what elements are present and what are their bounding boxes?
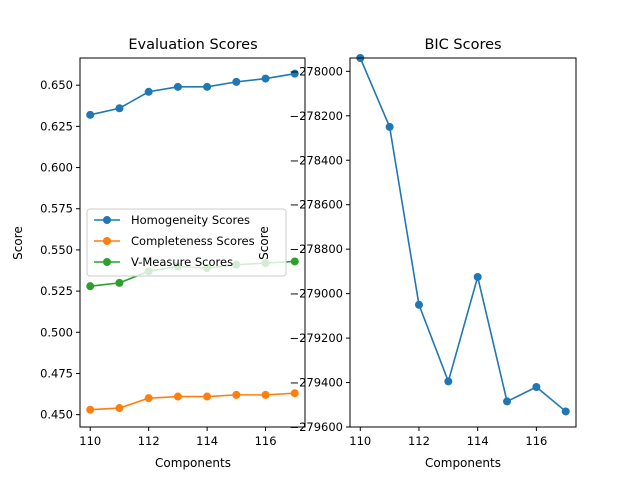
homogeneity-scores-point [86,110,95,119]
homogeneity-scores-line [90,72,295,116]
bic-scores-y-tick-label: −278200 [289,109,343,123]
completeness-scores-point [232,390,241,399]
bic-scores-y-label: Score [257,226,271,260]
completeness-scores-point [203,392,212,401]
legend-completeness-scores-label: Completeness Scores [131,234,255,248]
v-measure-scores-point [290,257,299,266]
evaluation-scores-legend: Homogeneity Scores Completeness Scores V-M… [86,208,287,277]
completeness-scores-point [173,392,182,401]
bic-scores-y-tick-label: −278400 [289,153,343,167]
bic-scores-y-tick-label: −279400 [289,376,343,390]
bic-scores-point [561,407,570,416]
completeness-scores-point [290,389,299,398]
evaluation-scores-x-tick-label: 114 [196,434,218,448]
completeness-scores-point [261,390,270,399]
bic-scores-x-tick-label: 112 [408,434,430,448]
completeness-scores-line [90,392,295,411]
bic-scores-line [359,57,567,413]
homogeneity-scores-point [173,82,182,91]
bic-scores-x-tick-label: 116 [525,434,547,448]
bic-scores-panel: BIC Scores Components Score 110 112 114 116… [257,37,577,470]
bic-scores-y-tick-label: −279000 [289,287,343,301]
evaluation-scores-panel: Evaluation Scores Components Score 110 11… [11,37,306,470]
bic-scores-y-tick-label: −278600 [289,198,343,212]
evaluation-scores-y-tick-label: 0.525 [40,284,73,298]
legend-v-measure-scores-label: V-Measure Scores [131,255,233,269]
bic-scores-x-tick-label: 110 [349,434,371,448]
evaluation-scores-y-tick-label: 0.450 [40,408,73,422]
bic-scores-point [414,300,423,309]
homogeneity-scores-point [115,104,124,113]
bic-scores-axes-frame [349,57,577,428]
evaluation-scores-y-tick-label: 0.600 [40,161,73,175]
legend-homogeneity-scores-label: Homogeneity Scores [131,213,250,227]
bic-scores-y-tick-label: −278800 [289,242,343,256]
homogeneity-scores-point [290,69,299,78]
bic-scores-title: BIC Scores [424,37,501,53]
evaluation-scores-y-tick-label: 0.475 [40,366,73,380]
completeness-scores-point [115,404,124,413]
legend-v-measure-scores-marker [103,258,111,266]
legend-frame [86,208,287,277]
homogeneity-scores-point [203,82,212,91]
evaluation-scores-x-label: Components [155,456,231,470]
completeness-scores-point [144,394,153,403]
evaluation-scores-x-tick-label: 112 [138,434,160,448]
bic-scores-x-label: Components [425,456,501,470]
homogeneity-scores-point [261,74,270,83]
homogeneity-scores-point [232,77,241,86]
completeness-scores-point [86,405,95,414]
evaluation-scores-y-tick-label: 0.550 [40,243,73,257]
bic-scores-point [385,122,394,131]
evaluation-scores-y-tick-label: 0.500 [40,325,73,339]
bic-scores-point [473,272,482,281]
evaluation-scores-y-tick-label: 0.625 [40,119,73,133]
bic-scores-point [503,397,512,406]
v-measure-scores-point [86,282,95,291]
bic-scores-x-tick-label: 114 [467,434,489,448]
bic-scores-y-tick-label: −279600 [289,420,343,434]
bic-scores-y-tick-label: −278000 [289,64,343,78]
evaluation-scores-x-tick-label: 110 [79,434,101,448]
bic-scores-point [444,377,453,386]
legend-completeness-scores-marker [103,237,111,245]
homogeneity-scores-point [144,87,153,96]
evaluation-scores-y-tick-label: 0.575 [40,202,73,216]
evaluation-scores-y-tick-label: 0.650 [40,78,73,92]
legend-homogeneity-scores-marker [103,216,111,224]
evaluation-scores-title: Evaluation Scores [128,37,257,53]
evaluation-scores-x-tick-label: 116 [255,434,277,448]
bic-scores-point [532,382,541,391]
v-measure-scores-point [115,278,124,287]
evaluation-scores-y-label: Score [11,226,25,260]
evaluation-scores-axes-frame [79,57,306,428]
bic-scores-y-tick-label: −279200 [289,331,343,345]
